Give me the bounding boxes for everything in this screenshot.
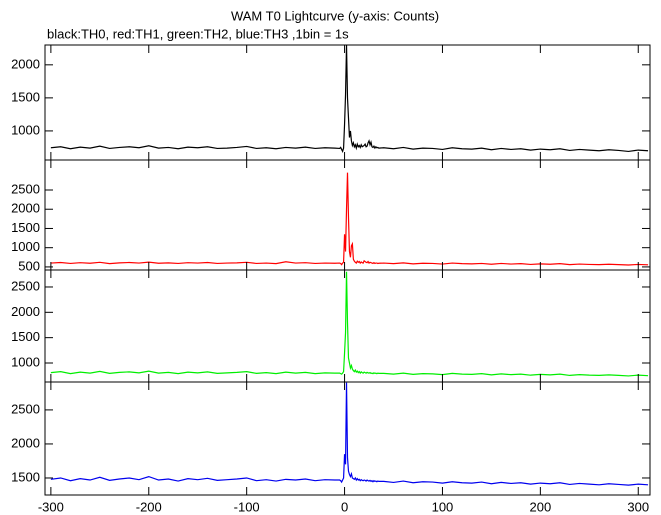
lightcurve	[50, 271, 649, 377]
y-tick-label: 1500	[11, 329, 40, 344]
y-tick-label: 1500	[11, 89, 40, 104]
x-tick-label: -300	[38, 499, 64, 514]
panel-frame	[44, 381, 651, 496]
y-tick-label: 2500	[11, 181, 40, 196]
x-tick-label: -100	[234, 499, 260, 514]
x-tick-label: 200	[530, 499, 552, 514]
y-tick-label: 2000	[11, 201, 40, 216]
y-tick-label: 2000	[11, 56, 40, 71]
y-tick-label: 1000	[11, 122, 40, 137]
x-tick-label: -200	[136, 499, 162, 514]
lightcurve	[50, 45, 649, 154]
lightcurve	[50, 382, 649, 486]
y-tick-label: 2500	[11, 278, 40, 293]
chart-subtitle: black:TH0, red:TH1, green:TH2, blue:TH3 …	[47, 26, 349, 41]
y-tick-label: 1000	[11, 354, 40, 369]
chart-title: WAM T0 Lightcurve (y-axis: Counts)	[231, 8, 439, 23]
y-tick-label: 1500	[11, 220, 40, 235]
x-tick-label: 300	[627, 499, 649, 514]
y-tick-label: 1000	[11, 239, 40, 254]
x-tick-label: 100	[432, 499, 454, 514]
lightcurve	[50, 172, 649, 266]
x-tick-label: 0	[341, 499, 348, 514]
y-tick-label: 500	[18, 258, 40, 273]
y-tick-label: 1500	[11, 469, 40, 484]
y-tick-label: 2500	[11, 401, 40, 416]
y-tick-label: 2000	[11, 435, 40, 450]
y-tick-label: 2000	[11, 304, 40, 319]
